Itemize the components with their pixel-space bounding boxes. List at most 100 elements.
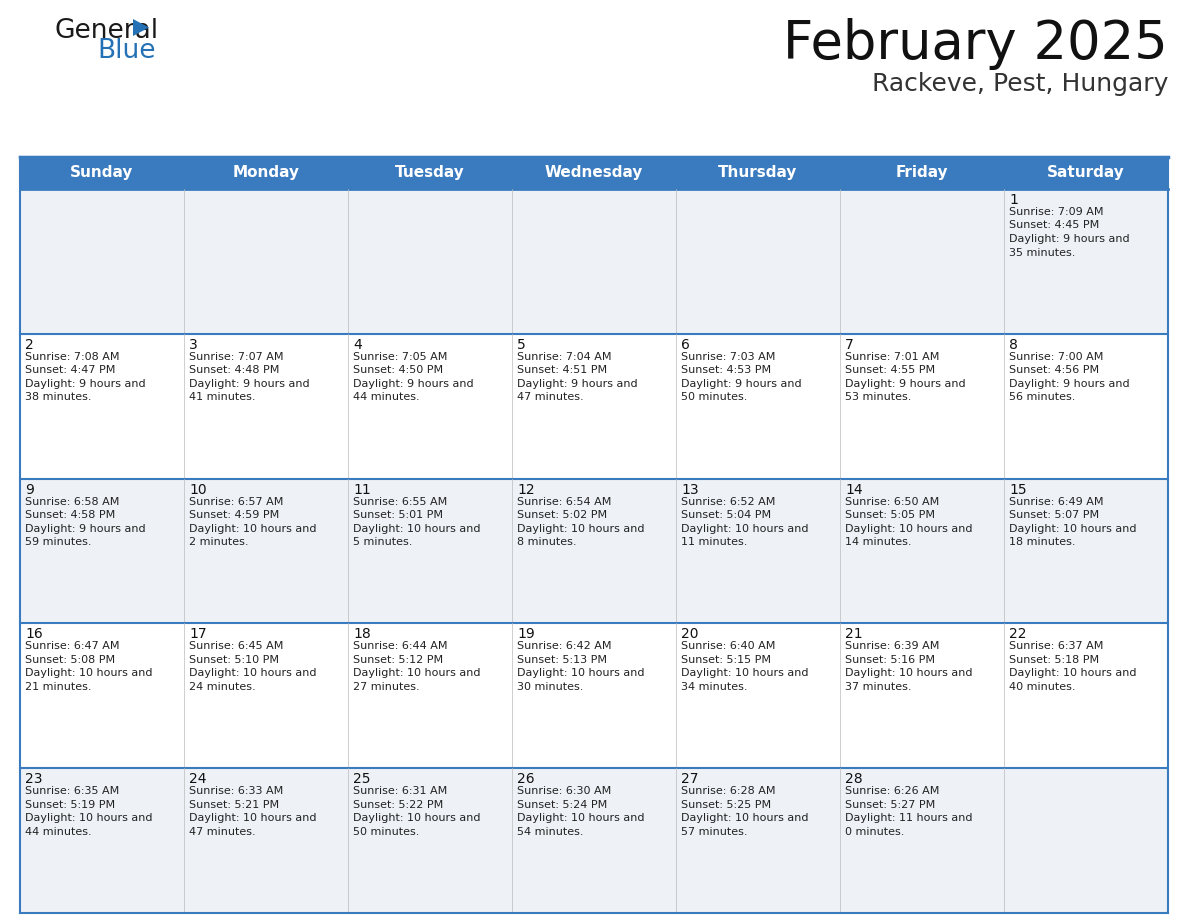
Text: 27: 27 <box>681 772 699 786</box>
Text: Sunset: 4:55 PM: Sunset: 4:55 PM <box>845 365 935 375</box>
Text: Sunset: 5:15 PM: Sunset: 5:15 PM <box>681 655 771 665</box>
Text: 41 minutes.: 41 minutes. <box>189 392 255 402</box>
Text: Sunrise: 7:04 AM: Sunrise: 7:04 AM <box>517 352 612 362</box>
Text: Monday: Monday <box>233 165 299 181</box>
Text: Sunrise: 6:49 AM: Sunrise: 6:49 AM <box>1009 497 1104 507</box>
Text: Sunrise: 7:01 AM: Sunrise: 7:01 AM <box>845 352 940 362</box>
Text: Sunset: 5:27 PM: Sunset: 5:27 PM <box>845 800 935 810</box>
Text: Daylight: 10 hours and: Daylight: 10 hours and <box>517 523 645 533</box>
Text: Sunset: 5:08 PM: Sunset: 5:08 PM <box>25 655 115 665</box>
Text: Daylight: 9 hours and: Daylight: 9 hours and <box>25 379 146 389</box>
Text: Sunrise: 7:03 AM: Sunrise: 7:03 AM <box>681 352 776 362</box>
Text: Sunrise: 6:45 AM: Sunrise: 6:45 AM <box>189 642 284 652</box>
Text: 34 minutes.: 34 minutes. <box>681 682 747 692</box>
Text: Sunrise: 7:07 AM: Sunrise: 7:07 AM <box>189 352 284 362</box>
Text: Thursday: Thursday <box>719 165 797 181</box>
Text: 1: 1 <box>1009 193 1018 207</box>
Text: 18: 18 <box>353 627 371 642</box>
Text: Daylight: 10 hours and: Daylight: 10 hours and <box>189 523 316 533</box>
Text: Daylight: 10 hours and: Daylight: 10 hours and <box>353 523 480 533</box>
Text: Sunrise: 7:05 AM: Sunrise: 7:05 AM <box>353 352 448 362</box>
Text: Sunset: 5:12 PM: Sunset: 5:12 PM <box>353 655 443 665</box>
Text: Sunset: 4:48 PM: Sunset: 4:48 PM <box>189 365 279 375</box>
Text: Daylight: 10 hours and: Daylight: 10 hours and <box>517 813 645 823</box>
Text: Daylight: 10 hours and: Daylight: 10 hours and <box>1009 668 1137 678</box>
Text: Sunrise: 6:33 AM: Sunrise: 6:33 AM <box>189 786 283 796</box>
Text: 23: 23 <box>25 772 43 786</box>
Polygon shape <box>133 19 148 36</box>
Text: 38 minutes.: 38 minutes. <box>25 392 91 402</box>
Text: Sunset: 4:51 PM: Sunset: 4:51 PM <box>517 365 607 375</box>
Text: Sunrise: 6:31 AM: Sunrise: 6:31 AM <box>353 786 447 796</box>
Text: Sunset: 4:58 PM: Sunset: 4:58 PM <box>25 510 115 521</box>
Text: 14: 14 <box>845 483 862 497</box>
Text: Daylight: 10 hours and: Daylight: 10 hours and <box>353 813 480 823</box>
Bar <box>20 768 1168 913</box>
Text: Sunset: 4:59 PM: Sunset: 4:59 PM <box>189 510 279 521</box>
Text: Sunrise: 6:58 AM: Sunrise: 6:58 AM <box>25 497 119 507</box>
Bar <box>20 478 1168 623</box>
Text: 44 minutes.: 44 minutes. <box>25 827 91 836</box>
Text: Sunrise: 6:26 AM: Sunrise: 6:26 AM <box>845 786 940 796</box>
Text: Daylight: 10 hours and: Daylight: 10 hours and <box>189 668 316 678</box>
Text: Sunrise: 6:44 AM: Sunrise: 6:44 AM <box>353 642 448 652</box>
Text: 19: 19 <box>517 627 535 642</box>
Bar <box>20 623 1168 768</box>
Text: Daylight: 9 hours and: Daylight: 9 hours and <box>189 379 310 389</box>
Text: 35 minutes.: 35 minutes. <box>1009 248 1075 258</box>
Text: 10: 10 <box>189 483 207 497</box>
Text: Sunset: 4:47 PM: Sunset: 4:47 PM <box>25 365 115 375</box>
Text: Daylight: 10 hours and: Daylight: 10 hours and <box>517 668 645 678</box>
Text: Sunset: 4:45 PM: Sunset: 4:45 PM <box>1009 220 1099 230</box>
Text: 59 minutes.: 59 minutes. <box>25 537 91 547</box>
Text: 44 minutes.: 44 minutes. <box>353 392 419 402</box>
Text: Sunset: 5:04 PM: Sunset: 5:04 PM <box>681 510 771 521</box>
Text: 37 minutes.: 37 minutes. <box>845 682 911 692</box>
Text: Daylight: 10 hours and: Daylight: 10 hours and <box>681 523 809 533</box>
Text: Blue: Blue <box>97 38 156 64</box>
Text: 22: 22 <box>1009 627 1026 642</box>
Text: Sunset: 5:24 PM: Sunset: 5:24 PM <box>517 800 607 810</box>
Text: Sunrise: 7:00 AM: Sunrise: 7:00 AM <box>1009 352 1104 362</box>
Text: Sunset: 5:19 PM: Sunset: 5:19 PM <box>25 800 115 810</box>
Text: 9: 9 <box>25 483 34 497</box>
Text: 47 minutes.: 47 minutes. <box>189 827 255 836</box>
Text: Sunday: Sunday <box>70 165 134 181</box>
Text: 11 minutes.: 11 minutes. <box>681 537 747 547</box>
Text: Daylight: 10 hours and: Daylight: 10 hours and <box>353 668 480 678</box>
Text: Sunrise: 6:57 AM: Sunrise: 6:57 AM <box>189 497 284 507</box>
Text: Sunset: 5:25 PM: Sunset: 5:25 PM <box>681 800 771 810</box>
Bar <box>20 334 1168 478</box>
Text: 6: 6 <box>681 338 690 352</box>
Text: 8: 8 <box>1009 338 1018 352</box>
Text: Sunset: 5:16 PM: Sunset: 5:16 PM <box>845 655 935 665</box>
Text: 2 minutes.: 2 minutes. <box>189 537 248 547</box>
Text: Daylight: 9 hours and: Daylight: 9 hours and <box>517 379 638 389</box>
Text: 24 minutes.: 24 minutes. <box>189 682 255 692</box>
Text: Sunrise: 6:50 AM: Sunrise: 6:50 AM <box>845 497 940 507</box>
Text: Sunset: 4:56 PM: Sunset: 4:56 PM <box>1009 365 1099 375</box>
Text: 7: 7 <box>845 338 854 352</box>
Text: 57 minutes.: 57 minutes. <box>681 827 747 836</box>
Text: Wednesday: Wednesday <box>545 165 643 181</box>
Text: Sunrise: 6:35 AM: Sunrise: 6:35 AM <box>25 786 119 796</box>
Text: Daylight: 10 hours and: Daylight: 10 hours and <box>681 813 809 823</box>
Text: 50 minutes.: 50 minutes. <box>681 392 747 402</box>
Bar <box>20 157 1168 189</box>
Text: Daylight: 10 hours and: Daylight: 10 hours and <box>845 668 973 678</box>
Text: 53 minutes.: 53 minutes. <box>845 392 911 402</box>
Text: Tuesday: Tuesday <box>396 165 465 181</box>
Text: Daylight: 9 hours and: Daylight: 9 hours and <box>353 379 474 389</box>
Text: Daylight: 10 hours and: Daylight: 10 hours and <box>681 668 809 678</box>
Text: Daylight: 10 hours and: Daylight: 10 hours and <box>25 668 152 678</box>
Text: 17: 17 <box>189 627 207 642</box>
Text: Sunset: 5:07 PM: Sunset: 5:07 PM <box>1009 510 1099 521</box>
Text: February 2025: February 2025 <box>783 18 1168 70</box>
Text: Daylight: 10 hours and: Daylight: 10 hours and <box>25 813 152 823</box>
Text: Sunset: 5:10 PM: Sunset: 5:10 PM <box>189 655 279 665</box>
Text: 13: 13 <box>681 483 699 497</box>
Text: 56 minutes.: 56 minutes. <box>1009 392 1075 402</box>
Text: Sunset: 5:18 PM: Sunset: 5:18 PM <box>1009 655 1099 665</box>
Text: 5: 5 <box>517 338 526 352</box>
Text: 11: 11 <box>353 483 371 497</box>
